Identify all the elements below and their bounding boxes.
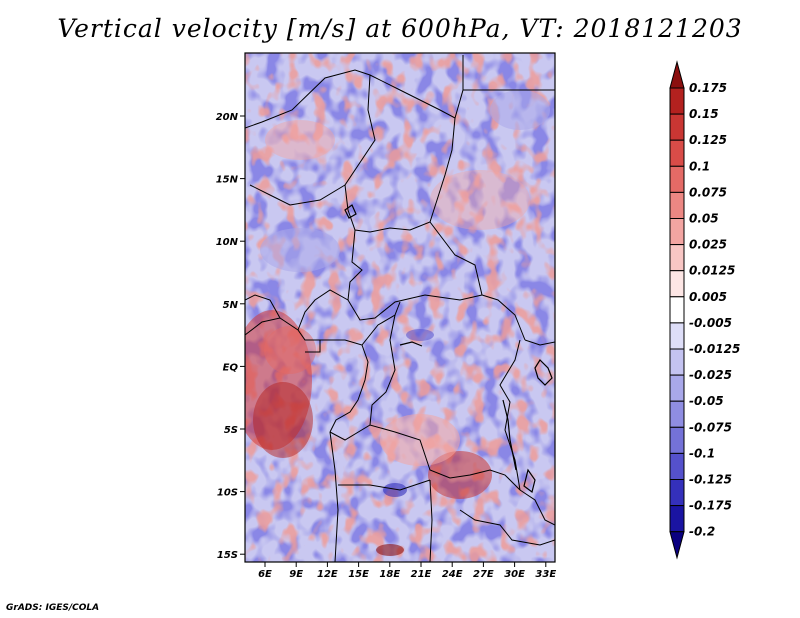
colorbar-segment <box>669 348 685 376</box>
colorbar-segment <box>669 87 685 115</box>
colorbar-label: 0.175 <box>689 81 727 95</box>
colorbar-label: 0.1 <box>689 159 710 173</box>
lon-label: 24E <box>442 569 463 580</box>
colorbar-label: -0.1 <box>689 446 715 460</box>
colorbar-label: 0.05 <box>689 212 719 226</box>
colorbar-label: -0.0125 <box>689 342 740 356</box>
lat-label: 15S <box>217 550 238 561</box>
lon-label: 12E <box>317 569 338 580</box>
colorbar-label: 0.15 <box>689 107 719 121</box>
colorbar-top-arrow <box>669 60 685 89</box>
lon-label: 6E <box>258 569 272 580</box>
colorbar-label: 0.125 <box>689 133 727 147</box>
lat-label: EQ <box>223 362 239 373</box>
lat-label: 5S <box>224 425 238 436</box>
lat-label: 10S <box>217 488 238 499</box>
country-boundaries <box>245 55 555 562</box>
colorbar-label: -0.075 <box>689 420 732 434</box>
colorbar-segment <box>669 296 685 324</box>
latitude-axis: 20N 15N 10N 5N EQ 5S 10S 15S <box>216 112 245 561</box>
lon-label: 21E <box>411 569 432 580</box>
colorbar-label: -0.175 <box>689 499 732 513</box>
lat-label: 5N <box>223 300 239 311</box>
lon-label: 30E <box>504 569 525 580</box>
colorbar-label: 0.075 <box>689 185 727 199</box>
colorbar-label: 0.025 <box>689 238 727 252</box>
colorbar-label: -0.125 <box>689 473 732 487</box>
lat-label: 10N <box>216 237 239 248</box>
colorbar-segment <box>669 113 685 141</box>
colorbar-segment <box>669 244 685 272</box>
lat-label: 20N <box>216 112 239 123</box>
colorbar-segment <box>669 479 685 507</box>
lat-label: 15N <box>216 175 239 186</box>
lon-label: 27E <box>473 569 494 580</box>
colorbar-segment <box>669 191 685 219</box>
vertical-velocity-field <box>245 53 555 562</box>
colorbar-label: 0.005 <box>689 290 727 304</box>
colorbar-segment <box>669 139 685 167</box>
colorbar-label: 0.0125 <box>689 264 735 278</box>
lon-label: 15E <box>348 569 369 580</box>
colorbar-segment <box>669 218 685 246</box>
colorbar-segment <box>669 322 685 350</box>
colorbar-segment <box>669 505 685 533</box>
colorbar-segment <box>669 426 685 454</box>
colorbar-label: -0.025 <box>689 368 732 382</box>
colorbar: 0.175 0.15 0.125 0.1 0.075 0.05 0.025 0.0125 0.0… <box>669 60 740 560</box>
colorbar-segment <box>669 452 685 480</box>
lon-label: 18E <box>379 569 400 580</box>
map-frame <box>244 52 556 563</box>
colorbar-segment <box>669 270 685 298</box>
lakes <box>344 204 553 494</box>
colorbar-label: -0.2 <box>689 525 715 539</box>
colorbar-label: -0.05 <box>689 394 724 408</box>
credit-text: GrADS: IGES/COLA <box>6 603 100 613</box>
colorbar-segment <box>669 374 685 402</box>
lon-label: 9E <box>289 569 303 580</box>
lon-label: 33E <box>535 569 556 580</box>
colorbar-segment <box>669 400 685 428</box>
colorbar-segment <box>669 165 685 193</box>
map-title: Vertical velocity [m/s] at 600hPa, VT: 2… <box>57 14 743 43</box>
colorbar-bottom-arrow <box>669 531 685 560</box>
colorbar-label: -0.005 <box>689 316 732 330</box>
longitude-axis: 6E 9E 12E 15E 18E 21E 24E 27E 30E 33E <box>258 562 556 580</box>
